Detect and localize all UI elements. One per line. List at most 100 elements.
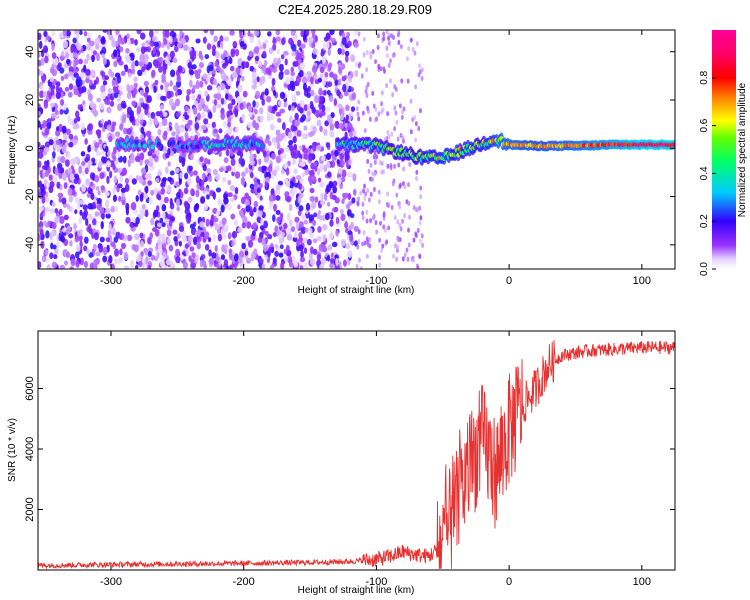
heatmap-cell (202, 73, 208, 80)
heatmap-cell (176, 74, 181, 83)
heatmap-cell (200, 55, 204, 61)
heatmap-cell (237, 204, 241, 210)
heatmap-cell (345, 203, 351, 210)
heatmap-cell (51, 201, 56, 207)
heatmap-cell (233, 219, 239, 226)
heatmap-cell (357, 238, 361, 244)
heatmap-cell (264, 137, 270, 144)
heatmap-cell (260, 217, 264, 226)
heatmap-cell (300, 43, 306, 49)
heatmap-cell (145, 256, 149, 265)
heatmap-cell (121, 199, 126, 206)
heatmap-cell (209, 189, 214, 197)
heatmap-cell (396, 244, 399, 250)
heatmap-cell (291, 94, 297, 103)
heatmap-cell (41, 220, 48, 226)
heatmap-cell (182, 235, 187, 244)
heatmap-cell (271, 169, 277, 177)
heatmap-cell (354, 30, 359, 36)
heatmap-cell (67, 167, 73, 174)
heatmap-cell (399, 132, 403, 138)
heatmap-cell (385, 201, 389, 207)
heatmap-cell (369, 54, 373, 60)
heatmap-cell (308, 36, 314, 44)
heatmap-cell (292, 157, 296, 166)
heatmap-cell (178, 225, 185, 232)
heatmap-cell (259, 258, 264, 264)
heatmap-cell (407, 200, 411, 206)
heatmap-cell (333, 206, 339, 213)
heatmap-cell (335, 257, 339, 266)
heatmap-cell (306, 92, 311, 99)
heatmap-cell (230, 50, 236, 58)
heatmap-cell (60, 98, 65, 106)
heatmap-cell (191, 94, 196, 101)
heatmap-cell (127, 234, 132, 242)
heatmap-cell (109, 170, 113, 179)
heatmap-cell (159, 259, 165, 267)
heatmap-cell (376, 45, 380, 51)
heatmap-cell (357, 116, 361, 122)
heatmap-cell (336, 177, 342, 185)
heatmap-cell (211, 39, 216, 47)
heatmap-cell (254, 55, 260, 62)
heatmap-cell (329, 122, 334, 132)
heatmap-cell (88, 79, 93, 86)
heatmap-cell (249, 65, 255, 72)
heatmap-cell (236, 96, 243, 104)
heatmap-cell (160, 95, 166, 101)
heatmap-cell (50, 84, 56, 90)
heatmap-cell (90, 192, 95, 201)
heatmap-cell (242, 90, 248, 98)
heatmap-cell (357, 31, 361, 37)
heatmap-cell (113, 236, 119, 243)
heatmap-cell (141, 66, 146, 72)
heatmap-cell (300, 213, 306, 221)
heatmap-cell (393, 126, 397, 132)
heatmap-cell (113, 175, 118, 184)
heatmap-cell (268, 47, 274, 55)
heatmap-cell (320, 110, 326, 116)
heatmap-cell (183, 44, 189, 51)
heatmap-cell (263, 59, 268, 66)
heatmap-cell (400, 114, 404, 120)
heatmap-cell (87, 32, 92, 39)
heatmap-cell (63, 132, 69, 141)
heatmap-cell (306, 71, 312, 79)
heatmap-cell (361, 210, 365, 216)
heatmap-cell (261, 165, 267, 172)
x-tick-label: -200 (233, 275, 255, 287)
heatmap-cell (118, 195, 122, 202)
heatmap-cell (144, 186, 149, 193)
heatmap-cell (117, 183, 123, 189)
heatmap-cell (61, 172, 67, 181)
heatmap-cell (135, 175, 140, 181)
heatmap-cell (176, 191, 181, 199)
heatmap-cell (200, 254, 206, 260)
heatmap-cell (167, 185, 171, 194)
heatmap-cell (150, 217, 155, 226)
heatmap-cell (233, 253, 239, 262)
heatmap-cell (126, 33, 130, 40)
heatmap-cell (385, 45, 389, 51)
heatmap-cell (80, 122, 86, 131)
heatmap-cell (69, 266, 74, 269)
heatmap-cell (401, 109, 404, 115)
heatmap-cell (169, 216, 176, 222)
heatmap-cell (326, 89, 331, 96)
heatmap-cell (164, 56, 169, 65)
heatmap-cell (296, 52, 302, 60)
heatmap-cell (63, 214, 69, 221)
heatmap-cell (324, 120, 330, 127)
heatmap-cell (213, 98, 218, 106)
heatmap-cell (156, 141, 162, 147)
heatmap-cell (251, 84, 257, 90)
heatmap-cell (259, 195, 263, 201)
x-tick-label: 0 (506, 275, 512, 287)
heatmap-cell (192, 106, 198, 115)
heatmap-cell (83, 245, 88, 252)
heatmap-cell (202, 172, 206, 181)
heatmap-cell (329, 262, 334, 269)
heatmap-cell (275, 195, 281, 201)
heatmap-cell (44, 147, 50, 153)
